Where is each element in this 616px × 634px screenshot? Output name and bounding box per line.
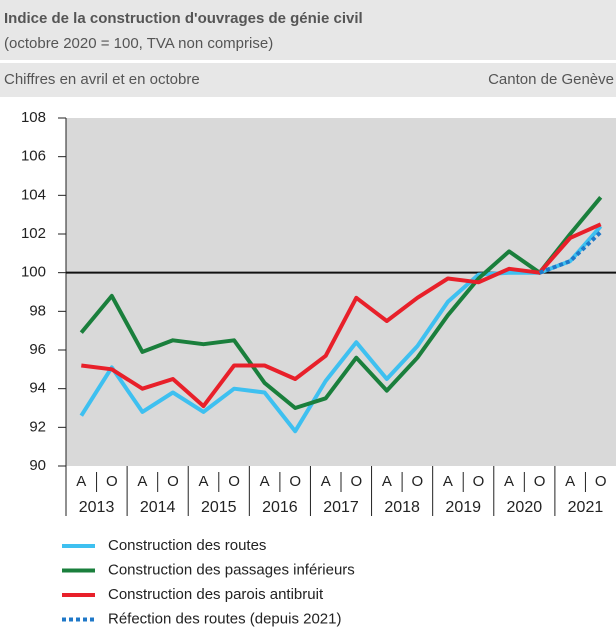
legend-label: Construction des parois antibruit — [108, 586, 324, 603]
x-tick-label: A — [137, 473, 147, 490]
x-tick-label: O — [473, 473, 485, 490]
year-label: 2013 — [79, 499, 115, 516]
chart-title: Indice de la construction d'ouvrages de … — [4, 10, 363, 27]
series-line — [538, 230, 603, 275]
year-label: 2021 — [568, 499, 604, 516]
x-tick-label: O — [595, 473, 607, 490]
y-tick-label: 106 — [21, 148, 46, 165]
x-tick-label: O — [350, 473, 362, 490]
year-label: 2017 — [323, 499, 359, 516]
year-label: 2018 — [384, 499, 420, 516]
y-tick-label: 98 — [29, 302, 46, 319]
x-tick-label: A — [76, 473, 86, 490]
series-line — [81, 222, 602, 409]
y-tick-label: 100 — [21, 264, 46, 281]
x-tick-label: O — [534, 473, 546, 490]
y-tick-label: 96 — [29, 341, 46, 358]
y-tick-label: 90 — [29, 457, 46, 474]
y-tick-label: 92 — [29, 418, 46, 435]
year-label: 2015 — [201, 499, 237, 516]
x-tick-label: A — [565, 473, 575, 490]
x-tick-label: O — [289, 473, 301, 490]
year-label: 2016 — [262, 499, 298, 516]
x-tick-label: A — [198, 473, 208, 490]
x-tick-label: A — [260, 473, 270, 490]
plot-area — [66, 118, 616, 466]
y-tick-label: 104 — [21, 186, 46, 203]
x-tick-label: A — [443, 473, 453, 490]
header-band — [0, 0, 616, 60]
header-band — [0, 63, 616, 97]
y-tick-label: 102 — [21, 225, 46, 242]
y-tick-label: 108 — [21, 109, 46, 126]
note: Chiffres en avril et en octobre — [4, 71, 200, 88]
y-tick-label: 94 — [29, 380, 46, 397]
x-tick-label: O — [228, 473, 240, 490]
year-label: 2019 — [445, 499, 481, 516]
series-line — [79, 196, 603, 410]
x-tick-label: O — [106, 473, 118, 490]
x-tick-label: O — [412, 473, 424, 490]
chart-subtitle: (octobre 2020 = 100, TVA non comprise) — [4, 35, 273, 52]
legend-label: Construction des routes — [108, 537, 266, 554]
x-tick-label: A — [504, 473, 514, 490]
series-line — [79, 224, 603, 434]
x-tick-label: A — [321, 473, 331, 490]
year-label: 2014 — [140, 499, 176, 516]
x-tick-label: A — [382, 473, 392, 490]
legend-label: Réfection des routes (depuis 2021) — [108, 610, 341, 627]
year-label: 2020 — [507, 499, 543, 516]
x-tick-label: O — [167, 473, 179, 490]
legend-label: Construction des passages inférieurs — [108, 561, 355, 578]
note: Canton de Genève — [488, 71, 614, 88]
